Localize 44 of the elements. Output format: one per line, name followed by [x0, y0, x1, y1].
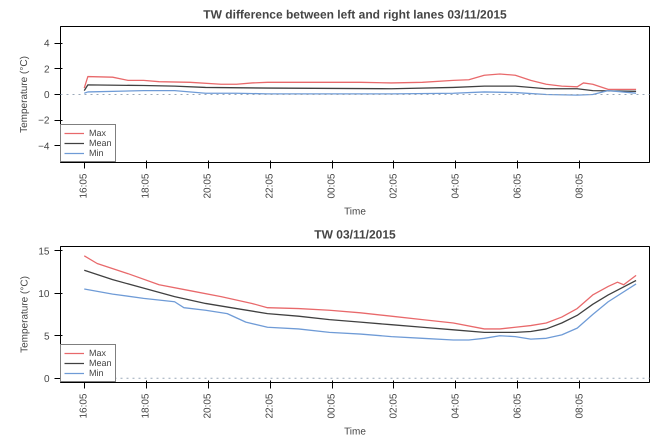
x-tick-label: 06:05 — [512, 393, 524, 419]
x-tick-label: 00:05 — [326, 173, 338, 199]
legend-label: Min — [89, 148, 105, 158]
chart-title: TW 03/11/2015 — [314, 228, 396, 242]
line-series — [84, 270, 637, 333]
y-tick-label: 2 — [44, 64, 50, 76]
line-series — [84, 84, 637, 92]
x-tick-label: 16:05 — [78, 393, 90, 419]
x-tick-label: 06:05 — [512, 173, 524, 199]
x-tick-label: 02:05 — [388, 173, 400, 199]
y-tick-label: −4 — [38, 141, 50, 152]
legend-label: Min — [89, 368, 105, 378]
x-tick-label: 08:05 — [574, 393, 586, 419]
y-axis-title: Temperature (°C) — [19, 56, 30, 133]
y-tick-label: 0 — [44, 90, 50, 101]
x-tick-label: 22:05 — [264, 173, 276, 199]
y-tick-label: 5 — [44, 331, 50, 342]
y-tick-label: 10 — [38, 288, 50, 300]
x-axis-title: Time — [344, 426, 366, 438]
chart-title: TW difference between left and right lanes 03/11/2015 — [203, 8, 508, 22]
y-axis-title: Temperature (°C) — [19, 276, 30, 353]
x-tick-label: 20:05 — [202, 393, 214, 419]
legend-label: Mean — [89, 138, 112, 148]
x-tick-label: 22:05 — [264, 393, 276, 419]
y-tick-label: −2 — [38, 116, 50, 127]
line-series — [84, 255, 637, 330]
x-tick-label: 18:05 — [140, 173, 152, 199]
x-tick-label: 04:05 — [450, 173, 462, 199]
y-tick-label: 15 — [38, 246, 50, 258]
x-tick-label: 16:05 — [78, 173, 90, 199]
y-tick-label: 4 — [44, 38, 50, 50]
line-series — [84, 73, 637, 90]
legend-label: Max — [89, 128, 108, 138]
y-tick-label: 0 — [44, 374, 50, 385]
x-tick-label: 18:05 — [140, 393, 152, 419]
x-tick-label: 00:05 — [326, 393, 338, 419]
x-tick-label: 02:05 — [388, 393, 400, 419]
legend-label: Mean — [89, 358, 112, 368]
x-tick-label: 08:05 — [574, 173, 586, 199]
x-tick-label: 04:05 — [450, 393, 462, 419]
x-axis-title: Time — [344, 206, 366, 218]
x-tick-label: 20:05 — [202, 173, 214, 199]
line-series — [84, 283, 637, 341]
legend-label: Max — [89, 348, 108, 358]
